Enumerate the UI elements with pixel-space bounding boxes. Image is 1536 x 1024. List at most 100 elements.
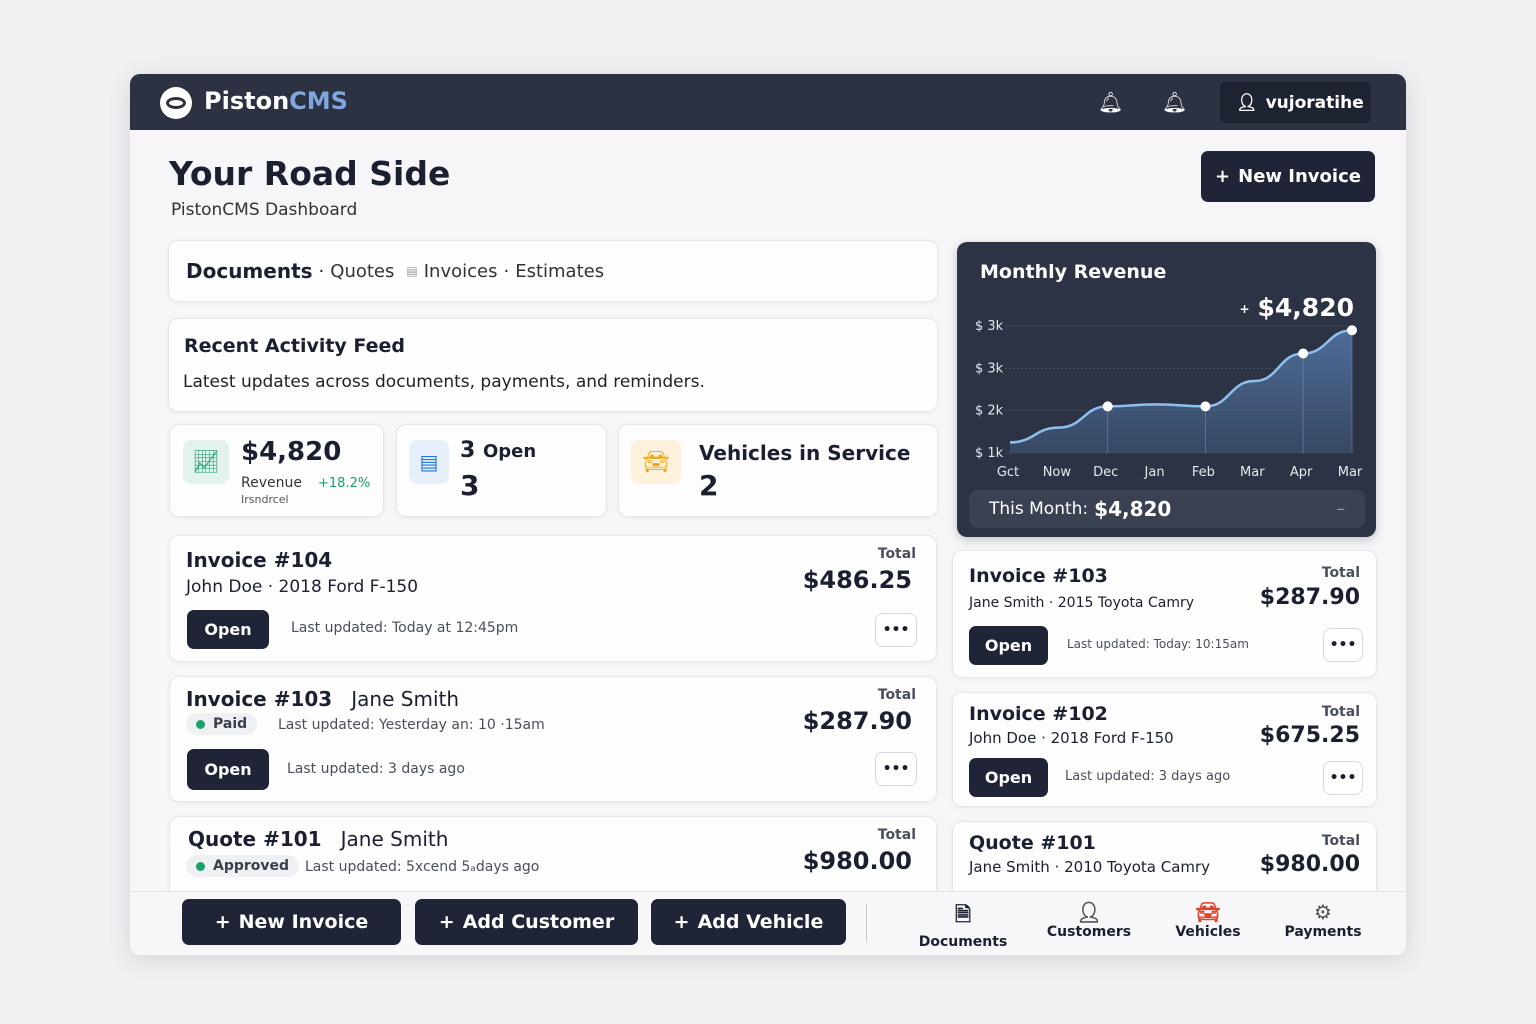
y-tick-label: $ 2k (975, 404, 1004, 419)
vehicles-value: 2 (699, 469, 719, 502)
activity-feed: Recent Activity Feed Latest updates acro… (168, 318, 938, 412)
vehicles-label: Vehicles in Service (699, 441, 911, 465)
x-tick-label: Feb (1192, 465, 1215, 480)
data-point (1298, 348, 1309, 359)
customer-icon: 👤︎ (1076, 900, 1102, 924)
tab-estimates[interactable]: Estimates (515, 260, 605, 282)
collapse-icon[interactable]: – (1336, 499, 1346, 519)
tab-documents[interactable]: Documents (186, 259, 313, 283)
status-updated: Last updated: 5xcend 5ₐdays ago (305, 859, 540, 875)
document-subtitle: Jane Smith · 2010 Toyota Camry (969, 858, 1211, 876)
new-invoice-action-button[interactable]: + New Invoice (182, 899, 401, 945)
tab-invoices[interactable]: Invoices (423, 260, 498, 282)
total-label: Total (1321, 833, 1360, 849)
monthly-revenue-card: $ 3k $ 3k $ 2k $ 1k Gct Now Dec Jan Feb Mar Apr Mar… (957, 242, 1376, 537)
open-stat-card: ▤ 3 Open 3 (396, 424, 607, 517)
open-count: 3 (460, 438, 476, 463)
document-title: Invoice #103 (186, 687, 333, 711)
bell-icon[interactable]: 🔔︎ (1098, 90, 1124, 114)
document-title: Invoice #102 (969, 703, 1108, 725)
data-point (1102, 401, 1113, 412)
revenue-subtext: Irsndrcel (241, 493, 289, 506)
logo-icon (160, 87, 192, 119)
this-month-label: This Month: (989, 499, 1089, 519)
brand: PistonCMS (204, 87, 348, 115)
data-point (1200, 401, 1211, 412)
open-button[interactable]: Open (969, 626, 1048, 665)
this-month-bar: This Month: $4,820 – (969, 490, 1365, 528)
document-card[interactable]: Invoice #102 John Doe · 2018 Ford F-150 … (952, 692, 1377, 807)
more-icon[interactable]: ••• (875, 613, 917, 647)
new-invoice-button[interactable]: + New Invoice (1201, 151, 1375, 202)
nav-vehicles[interactable]: 🚘︎ Vehicles (1175, 900, 1241, 940)
document-title: Quote #101 (969, 832, 1096, 854)
revenue-stat-card: 📈︎ $4,820 Revenue +18.2% Irsndrcel (169, 424, 384, 517)
customer-name: Jane Smith (351, 687, 460, 711)
total-amount: $287.90 (802, 707, 912, 735)
notification-icon[interactable]: 🔔︎ (1162, 90, 1188, 114)
username: vujoratihe (1265, 92, 1364, 113)
gear-icon: ⚙︎ (1314, 900, 1332, 924)
this-month-value: $4,820 (1094, 497, 1172, 521)
open-button[interactable]: Open (187, 610, 269, 649)
total-amount: $287.90 (1259, 585, 1360, 610)
car-icon: 🚘︎ (1195, 900, 1221, 924)
revenue-chart: $ 3k $ 3k $ 2k $ 1k Gct Now Dec Jan Feb Mar Apr Mar (975, 319, 1363, 480)
user-menu[interactable]: 👤︎ vujoratihe (1220, 82, 1371, 123)
x-tick-label: Gct (997, 465, 1019, 480)
x-tick-label: Jan (1144, 465, 1165, 480)
document-subtitle: Jane Smith · 2015 Toyota Camry (969, 595, 1194, 611)
revenue-label: Revenue (241, 475, 302, 491)
x-tick-label: Apr (1290, 465, 1313, 480)
tab-quotes[interactable]: Quotes (330, 260, 395, 282)
app-window: PistonCMS 🔔︎ 🔔︎ 👤︎ vujoratihe Your Road S… (130, 74, 1406, 955)
nav-customers[interactable]: 👤︎ Customers (1046, 900, 1132, 940)
revenue-change: +18.2% (318, 476, 371, 491)
area-fill (1010, 330, 1352, 453)
chart-up-icon: 📈︎ (183, 440, 229, 484)
more-icon[interactable]: ••• (1323, 628, 1363, 662)
top-bar: PistonCMS 🔔︎ 🔔︎ 👤︎ vujoratihe (130, 74, 1406, 130)
data-point (1347, 325, 1357, 336)
x-tick-label: Mar (1240, 465, 1265, 480)
total-label: Total (877, 827, 916, 843)
document-subtitle: John Doe · 2018 Ford F-150 (969, 729, 1174, 747)
customer-name: Jane Smith (340, 827, 449, 851)
nav-documents[interactable]: 🗎︎ Documents (918, 902, 1008, 950)
car-icon: 🚘︎ (631, 440, 681, 484)
nav-payments[interactable]: ⚙︎ Payments (1284, 900, 1362, 940)
headline-prefix: + (1239, 302, 1250, 316)
x-tick-label: Dec (1093, 465, 1118, 480)
total-amount: $980.00 (802, 847, 912, 875)
activity-description: Latest updates across documents, payment… (183, 372, 705, 392)
divider (866, 904, 867, 942)
document-title: Invoice #104 (186, 548, 333, 572)
revenue-value: $4,820 (241, 437, 342, 467)
document-card[interactable]: Invoice #103 Jane Smith · 2015 Toyota Ca… (952, 550, 1377, 678)
add-vehicle-button[interactable]: + Add Vehicle (651, 899, 846, 945)
total-label: Total (1321, 704, 1360, 720)
document-icon: ▤ (406, 264, 418, 278)
total-label: Total (877, 546, 916, 562)
open-label: Open (482, 441, 537, 462)
more-icon[interactable]: ••• (875, 752, 917, 786)
more-icon[interactable]: ••• (1323, 761, 1363, 795)
y-tick-label: $ 1k (975, 446, 1004, 461)
last-updated: Last updated: 3 days ago (287, 761, 465, 777)
add-customer-button[interactable]: + Add Customer (415, 899, 638, 945)
open-button[interactable]: Open (969, 758, 1048, 797)
document-tabs: Documents · Quotes ▤ Invoices · Estimates (168, 240, 938, 302)
document-title: Invoice #103 (969, 565, 1108, 587)
document-card[interactable]: Invoice #104 John Doe · 2018 Ford F-150 … (169, 535, 937, 662)
open-value: 3 (460, 469, 480, 502)
y-tick-label: $ 3k (975, 319, 1004, 334)
last-updated: Last updated: Today at 12:45pm (291, 620, 519, 636)
page-title: Your Road Side (169, 154, 451, 193)
open-button[interactable]: Open (187, 749, 269, 790)
status-badge: Approved (186, 855, 300, 877)
document-card[interactable]: Invoice #103 Jane Smith Paid Last update… (169, 676, 937, 802)
status-badge: Paid (186, 713, 258, 735)
activity-title: Recent Activity Feed (184, 335, 406, 357)
page-subtitle: PistonCMS Dashboard (171, 200, 358, 220)
total-amount: $675.25 (1259, 723, 1360, 748)
